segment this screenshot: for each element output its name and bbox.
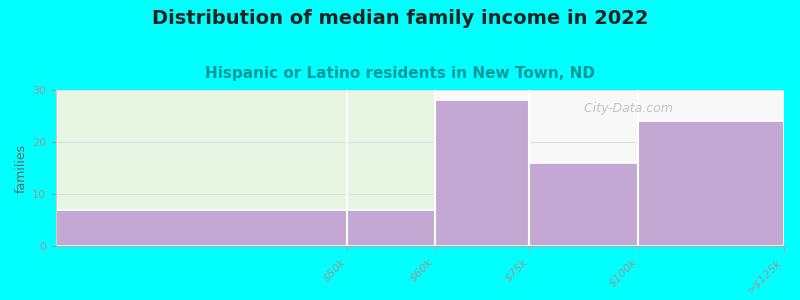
- Text: Hispanic or Latino residents in New Town, ND: Hispanic or Latino residents in New Town…: [205, 66, 595, 81]
- Bar: [638, 121, 784, 246]
- Bar: [56, 90, 434, 246]
- Text: Distribution of median family income in 2022: Distribution of median family income in …: [152, 9, 648, 28]
- Bar: [56, 210, 347, 246]
- Bar: [434, 100, 530, 246]
- Bar: [530, 163, 638, 246]
- Text: City-Data.com: City-Data.com: [580, 103, 673, 116]
- Bar: [347, 210, 434, 246]
- Y-axis label: families: families: [15, 143, 28, 193]
